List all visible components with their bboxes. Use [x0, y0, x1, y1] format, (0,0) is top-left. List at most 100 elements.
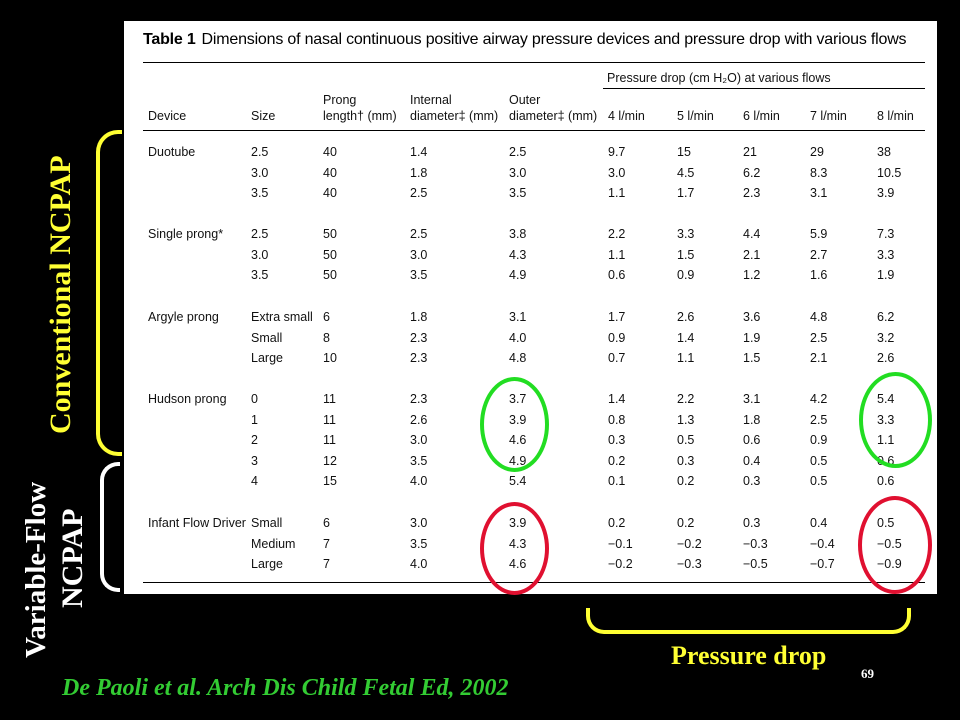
table-cell: 3.3	[877, 248, 895, 262]
table-cell: 1.8	[743, 413, 761, 427]
table-cell: 0.2	[608, 454, 626, 468]
table-cell: 1.8	[410, 166, 428, 180]
table-cell: 4.5	[677, 166, 695, 180]
table-cell: 4.9	[509, 268, 527, 282]
table-cell: 1	[251, 413, 258, 427]
table-cell: 2.6	[410, 413, 428, 427]
table-cell: 3.5	[410, 454, 428, 468]
table-cell: 2.3	[410, 392, 428, 406]
table-cell: 0.3	[743, 516, 761, 530]
table-cell: 3.2	[877, 331, 895, 345]
table-cell: 0.3	[743, 474, 761, 488]
column-header: diameter‡ (mm)	[410, 109, 499, 123]
table-cell: 3.6	[743, 310, 761, 324]
table-cell: 10.5	[877, 166, 902, 180]
column-header: length† (mm)	[323, 109, 397, 123]
table-cell: 3.0	[410, 516, 428, 530]
table-cell: 3.3	[677, 227, 695, 241]
table-cell: 4.4	[743, 227, 761, 241]
table-cell: 0.6	[743, 433, 761, 447]
table-cell: 3.0	[251, 166, 269, 180]
table-cell: 4.3	[509, 248, 527, 262]
column-header: 4 l/min	[608, 109, 645, 123]
table-cell: 0.9	[810, 433, 828, 447]
table-cell: 1.1	[608, 248, 626, 262]
table-cell: 0.9	[608, 331, 626, 345]
column-header-line1: Prong	[323, 93, 357, 107]
table-cell: Large	[251, 351, 283, 365]
table-cell: 3	[251, 454, 258, 468]
table-cell: 10	[323, 351, 337, 365]
table-cell: 0.1	[608, 474, 626, 488]
table-cell: 6.2	[877, 310, 895, 324]
table-cell: −0.3	[677, 557, 702, 571]
table-cell: 2.5	[410, 227, 428, 241]
table-cell: 0.3	[677, 454, 695, 468]
table-cell: −0.5	[743, 557, 768, 571]
table-cell: 2	[251, 433, 258, 447]
variable-flow-label: Variable-Flow	[20, 481, 52, 658]
table-cell: −0.2	[608, 557, 633, 571]
table-cell: 1.5	[677, 248, 695, 262]
column-header-line1: Outer	[509, 93, 541, 107]
table-cell: 1.7	[677, 186, 695, 200]
device-name: Single prong*	[148, 227, 224, 241]
table-cell: 3.5	[509, 186, 527, 200]
table-cell: 3.5	[251, 186, 269, 200]
table-cell: 2.3	[410, 351, 428, 365]
table-cell: 9.7	[608, 145, 626, 159]
table-cell: 2.3	[410, 331, 428, 345]
table-cell: 6.2	[743, 166, 761, 180]
table-cell: 50	[323, 227, 337, 241]
table-cell: 11	[323, 413, 336, 427]
table-cell: 0.5	[810, 474, 828, 488]
slide-number: 69	[861, 666, 874, 681]
pressure-drop-bracket	[586, 608, 911, 634]
table-cell: 40	[323, 166, 337, 180]
table-cell: 2.6	[677, 310, 695, 324]
table-cell: 3.5	[251, 268, 269, 282]
device-name: Duotube	[148, 145, 196, 159]
table-cell: 0	[251, 392, 258, 406]
table-cell: 0.7	[608, 351, 626, 365]
table-cell: 29	[810, 145, 824, 159]
table-cell: 40	[323, 186, 337, 200]
table-cell: 3.0	[410, 433, 428, 447]
table-cell: 3.9	[877, 186, 895, 200]
table-cell: 2.1	[743, 248, 761, 262]
table-cell: 5.4	[509, 474, 527, 488]
table-cell: Extra small	[251, 310, 313, 324]
table-cell: −0.2	[677, 537, 702, 551]
table-cell: 1.4	[677, 331, 695, 345]
table-cell: Small	[251, 516, 283, 530]
table-cell: 2.3	[743, 186, 761, 200]
table-cell: 1.6	[810, 268, 828, 282]
citation: De Paoli et al. Arch Dis Child Fetal Ed,…	[62, 675, 509, 701]
conventional-bracket	[96, 130, 122, 456]
table-cell: 4.8	[810, 310, 828, 324]
table-cell: 0.2	[677, 474, 695, 488]
device-name: Argyle prong	[148, 310, 219, 324]
table-cell: 0.6	[877, 474, 895, 488]
table-cell: 0.6	[608, 268, 626, 282]
table-cell: 11	[323, 433, 336, 447]
table-cell: 0.4	[743, 454, 761, 468]
table-cell: 4	[251, 474, 258, 488]
table-cell: 0.2	[677, 516, 695, 530]
table-cell: 2.6	[877, 351, 895, 365]
table-cell: Medium	[251, 537, 296, 551]
table-cell: 4.0	[410, 557, 428, 571]
column-header: 7 l/min	[810, 109, 847, 123]
table-cell: 3.8	[509, 227, 527, 241]
table-cell: 15	[323, 474, 337, 488]
table-cell: 38	[877, 145, 891, 159]
table-cell: 40	[323, 145, 337, 159]
table-cell: 3.0	[410, 248, 428, 262]
table-cell: 8	[323, 331, 330, 345]
table-cell: 7	[323, 557, 330, 571]
table-cell: 5.9	[810, 227, 828, 241]
table-cell: 1.4	[608, 392, 626, 406]
table-cell: 1.9	[877, 268, 895, 282]
table-cell: 3.5	[410, 268, 428, 282]
table-cell: 0.5	[810, 454, 828, 468]
